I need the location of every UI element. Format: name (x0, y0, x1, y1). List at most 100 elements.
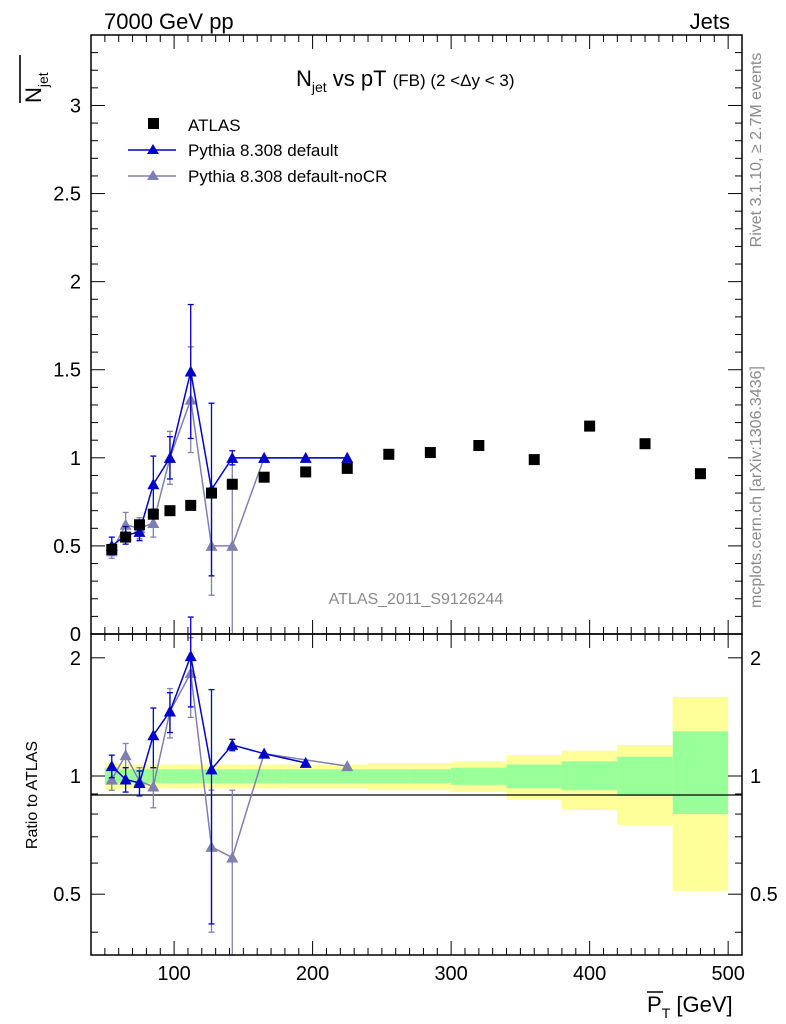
plot-title: Njet vs pT (FB) (2 <Δy < 3) (296, 66, 514, 95)
main-series (105, 303, 706, 635)
atlas-point (341, 462, 353, 474)
x-tick-labels: 100 200 300 400 500 (157, 963, 744, 985)
default-point (184, 365, 197, 377)
title-rest: vs pT (327, 66, 387, 91)
band-inner (326, 769, 369, 783)
xlabel-unit: [GeV] (670, 992, 732, 1017)
main-y-axis-title: Njet (19, 55, 51, 103)
atlas-point (584, 420, 596, 432)
energy-label: 7000 GeV pp (104, 9, 234, 34)
default-point (133, 525, 146, 537)
atlas-point (300, 466, 312, 478)
ratio-frame (90, 633, 743, 956)
legend-atlas-marker (148, 118, 159, 129)
mcplots-label: mcplots.cern.ch [arXiv:1306.3436] (748, 366, 765, 608)
ratio-default-point (147, 729, 160, 741)
main-y-tick-label: 0 (70, 624, 81, 646)
default-point (299, 451, 312, 463)
xlabel-main: P (647, 992, 662, 1017)
default-point (258, 451, 271, 463)
main-panel: 0 0.5 1 1.5 2 2.5 3 Njet Njet vs pT (FB) (2 <Δy… (19, 34, 743, 646)
ratio-y-tick-label-right: 1 (750, 766, 761, 788)
ratio-nocr-point (119, 749, 132, 761)
ratio-default-point (205, 763, 218, 775)
title-small: (FB) (2 <Δy < 3) (393, 71, 515, 90)
ratio-nocr-point (226, 851, 239, 863)
atlas-point (694, 468, 706, 480)
ratio-default-point (119, 773, 132, 785)
main-y-tick-label: 1.5 (53, 360, 81, 382)
legend-nocr-label: Pythia 8.308 default-noCR (188, 167, 387, 186)
atlas-point (147, 508, 159, 520)
ratio-panel: 0.5 0.5 1 1 2 2 100 200 300 400 500 Ratio to ATLA… (24, 616, 778, 1021)
ratio-default-point (105, 760, 118, 772)
legend: ATLAS Pythia 8.308 default Pythia 8.308 … (128, 116, 387, 186)
ratio-y-tick-label: 2 (70, 648, 81, 670)
nocr-point (226, 539, 239, 551)
ylabel-main: N (21, 87, 46, 103)
x-tick-label: 100 (157, 963, 190, 985)
atlas-point (206, 487, 218, 499)
ratio-y-tick-labels: 0.5 0.5 1 1 2 2 (53, 648, 778, 906)
ratio-default-point (184, 650, 197, 662)
atlas-point (185, 499, 197, 511)
x-tick-label: 300 (434, 963, 467, 985)
xlabel-sub: T (662, 1005, 671, 1021)
ratio-default-point (133, 776, 146, 788)
x-tick-label: 200 (296, 963, 329, 985)
atlas-point (106, 543, 118, 555)
band-inner (160, 769, 182, 783)
default-point (163, 451, 176, 463)
main-y-tick-labels: 0 0.5 1 1.5 2 2.5 3 (53, 95, 81, 646)
title-sub: jet (311, 79, 327, 95)
svg-text:PT [GeV]: PT [GeV] (647, 992, 733, 1021)
main-y-tick-label: 0.5 (53, 536, 81, 558)
ratio-series (105, 616, 354, 956)
x-axis-title: PT [GeV] (647, 991, 733, 1021)
legend-default-marker (147, 144, 159, 154)
atlas-point (528, 454, 540, 466)
band-inner (368, 769, 410, 783)
ratio-nocr-point (341, 760, 354, 772)
ratio-y-tick-label-right: 2 (750, 648, 761, 670)
ratio-y-tick-label-right: 0.5 (750, 884, 778, 906)
band-inner (284, 769, 327, 783)
nocr-point (147, 517, 160, 529)
atlas-point (383, 448, 395, 460)
ratio-y-axis-title: Ratio to ATLAS (24, 741, 41, 849)
band-inner (243, 769, 285, 783)
analysis-watermark: ATLAS_2011_S9126244 (329, 591, 504, 608)
ratio-ticks (91, 634, 742, 955)
atlas-point (639, 438, 651, 450)
title-main: N (296, 66, 312, 91)
main-ticks (91, 34, 742, 635)
main-y-tick-label: 2 (70, 272, 81, 294)
legend-atlas-label: ATLAS (188, 116, 241, 135)
x-tick-label: 500 (711, 963, 744, 985)
ratio-default-line (111, 653, 306, 784)
default-point (341, 451, 354, 463)
ratio-default-point (163, 705, 176, 717)
band-inner (617, 756, 673, 796)
main-y-tick-label: 1 (70, 448, 81, 470)
ratio-nocr-line (111, 670, 348, 859)
main-y-tick-label: 3 (70, 95, 81, 117)
atlas-point (226, 478, 238, 490)
atlas-point (133, 519, 145, 531)
default-point (147, 478, 160, 490)
legend-nocr-marker (147, 170, 159, 180)
legend-default-label: Pythia 8.308 default (188, 141, 339, 160)
jets-label: Jets (690, 9, 730, 34)
band-inner (222, 769, 244, 783)
main-y-tick-label: 2.5 (53, 184, 81, 206)
ratio-nocr-point (105, 773, 118, 785)
atlas-point (473, 439, 485, 451)
ratio-default-point (226, 738, 239, 750)
nocr-line (111, 399, 348, 552)
band-inner (506, 764, 562, 789)
band-inner (451, 767, 507, 785)
band-inner (409, 769, 452, 783)
svg-text:Njet: Njet (21, 72, 51, 103)
ratio-bands (104, 696, 729, 891)
